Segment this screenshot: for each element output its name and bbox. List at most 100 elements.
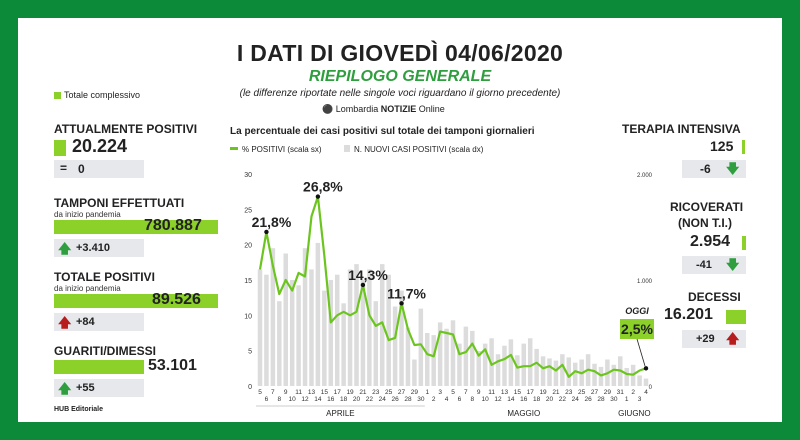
x-tick: 13 [308, 389, 316, 396]
case-bar [296, 285, 301, 386]
x-tick: 20 [546, 396, 554, 403]
x-tick: 13 [501, 389, 509, 396]
x-tick: 6 [265, 396, 269, 403]
case-bar [302, 248, 308, 386]
case-bar [418, 308, 424, 386]
x-tick: 28 [597, 396, 605, 403]
x-tick: 29 [411, 389, 419, 396]
x-tick: 26 [584, 396, 592, 403]
month-label: MAGGIO [507, 409, 540, 418]
x-tick: 16 [327, 396, 335, 403]
x-tick: 9 [477, 389, 481, 396]
arrow-up-icon: 🡅 [58, 241, 72, 256]
x-tick: 31 [617, 389, 625, 396]
x-tick: 24 [572, 396, 580, 403]
positivi-line [258, 195, 647, 378]
total-legend-swatch [54, 92, 61, 100]
x-tick: 8 [277, 396, 281, 403]
y-tick-left: 10 [244, 313, 252, 320]
x-tick: 15 [514, 389, 522, 396]
totale-bar [54, 294, 218, 308]
totale-value: 89.526 [152, 291, 201, 308]
x-tick: 5 [258, 389, 262, 396]
terapia-label: TERAPIA INTENSIVA [622, 122, 741, 136]
x-tick: 11 [295, 389, 302, 396]
terapia-delta: -6 [700, 162, 711, 176]
chart-title: La percentuale dei casi positivi sul tot… [230, 126, 535, 137]
case-bar [412, 359, 417, 386]
arrow-up-icon: 🡅 [58, 381, 72, 396]
x-tick: 14 [507, 396, 515, 403]
arrow-down-icon: 🡇 [726, 161, 740, 176]
case-bar [476, 351, 481, 386]
case-bar [431, 335, 436, 386]
guariti-delta: +55 [76, 382, 95, 394]
total-legend: Totale complessivo [54, 90, 140, 100]
case-bar [347, 269, 353, 386]
case-bar [470, 330, 475, 386]
x-tick: 19 [539, 389, 547, 396]
x-tick: 27 [591, 389, 599, 396]
ricoverati-bar [742, 236, 746, 250]
arrow-down-icon: 🡇 [726, 257, 740, 272]
y-tick-right: 2.000 [637, 173, 653, 179]
case-bar [527, 338, 533, 386]
y-tick-left: 15 [244, 278, 252, 285]
x-tick: 15 [321, 389, 329, 396]
case-bar [553, 360, 559, 386]
case-bar [328, 280, 334, 386]
x-tick: 22 [559, 396, 567, 403]
case-bar [508, 339, 514, 386]
peak-marker [264, 229, 269, 235]
arrow-up-icon: 🡅 [58, 315, 72, 330]
brand-part-c: Online [418, 104, 445, 114]
x-tick: 29 [604, 389, 612, 396]
positivi-bar [54, 140, 66, 156]
positivi-delta: 0 [78, 162, 85, 176]
ricoverati-label: RICOVERATI [670, 200, 744, 214]
tamponi-label: TAMPONI EFFETTUATI [54, 196, 185, 210]
chart-legend: % POSITIVI (scala sx) N. NUOVI CASI POSI… [230, 145, 484, 154]
page-title: I DATI DI GIOVEDÌ 04/06/2020 [236, 40, 564, 66]
month-label: GIUGNO [618, 409, 650, 418]
today-box [620, 319, 654, 339]
case-bar [386, 274, 391, 386]
peak-label: 14,3% [348, 267, 388, 283]
totale-delta-box: 🡅 +84 [54, 313, 144, 331]
case-bar [592, 363, 597, 386]
case-bar [392, 306, 398, 386]
x-tick: 1 [425, 389, 429, 396]
case-bar [354, 264, 359, 386]
x-tick: 28 [404, 396, 412, 403]
infographic-card: I DATI DI GIOVEDÌ 04/06/2020 RIEPILOGO G… [18, 18, 782, 422]
x-tick: 2 [432, 396, 436, 403]
x-tick: 27 [398, 389, 406, 396]
terapia-bar [742, 140, 745, 154]
legend-positivi: % POSITIVI (scala sx) [242, 145, 322, 154]
tamponi-delta-box: 🡅 +3.410 [54, 239, 144, 257]
legend-casi: N. NUOVI CASI POSITIVI (scala dx) [354, 145, 484, 154]
case-bar [521, 343, 527, 386]
y-tick-left: 25 [244, 207, 252, 214]
x-tick: 10 [289, 396, 297, 403]
case-bar [264, 274, 269, 386]
y-tick-left: 30 [244, 172, 252, 179]
x-tick: 30 [610, 396, 618, 403]
y-tick-left: 5 [248, 349, 252, 356]
guariti-delta-box: 🡅 +55 [54, 379, 144, 397]
positivi-delta-box: = 0 [54, 160, 144, 178]
y-tick-right: 1.000 [637, 279, 653, 285]
peak-marker [399, 301, 404, 306]
y-tick-left: 20 [244, 243, 252, 250]
case-bar [360, 280, 366, 386]
x-tick: 6 [458, 396, 462, 403]
x-tick: 16 [520, 396, 528, 403]
y-tick-left: 0 [248, 384, 252, 391]
x-tick: 30 [417, 396, 425, 403]
case-bar [437, 322, 443, 386]
case-bar [643, 378, 649, 386]
peak-label: 26,8% [303, 179, 343, 195]
today-pointer [636, 338, 646, 367]
arrow-up-icon: 🡅 [726, 331, 740, 346]
x-tick: 5 [451, 389, 455, 396]
